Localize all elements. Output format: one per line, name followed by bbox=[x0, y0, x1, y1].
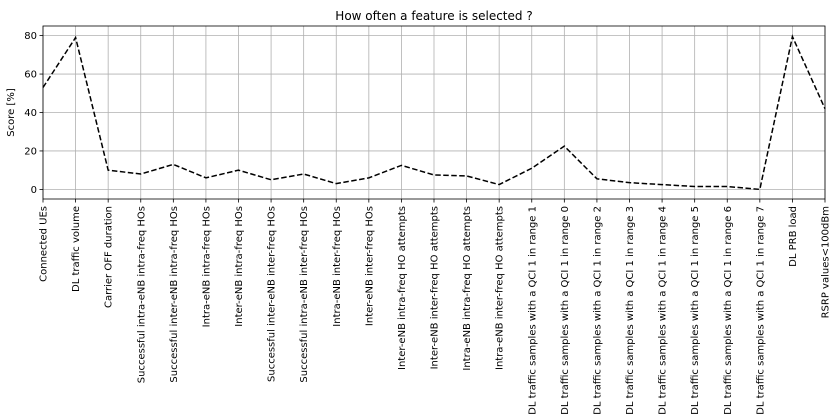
x-tick-label: Inter-eNB inter-freq HO attempts bbox=[430, 206, 441, 369]
data-point bbox=[75, 37, 77, 39]
data-point bbox=[498, 184, 500, 186]
tick-labels: Connected UEs DL traffic volume Carrier OF… bbox=[24, 31, 831, 415]
data-point bbox=[791, 36, 793, 38]
x-tick-label: Intra-eNB inter-freq HO attempts bbox=[495, 206, 506, 370]
y-tick-label: 0 bbox=[31, 185, 37, 196]
grid-lines bbox=[42, 26, 826, 199]
data-point bbox=[726, 186, 728, 188]
data-point bbox=[140, 173, 142, 175]
series-line bbox=[42, 34, 826, 191]
x-tick-label: Inter-eNB intra-freq HOs bbox=[234, 206, 245, 327]
data-point bbox=[694, 186, 696, 188]
x-tick-label: DL traffic samples with a QCI 1 in range… bbox=[690, 206, 701, 415]
data-point bbox=[661, 184, 663, 186]
x-tick-label: DL PRB load bbox=[788, 206, 799, 267]
x-tick-label: Intra-eNB intra-freq HO attempts bbox=[462, 206, 473, 371]
data-point bbox=[466, 175, 468, 177]
x-tick-label: DL traffic samples with a QCI 1 in range… bbox=[723, 206, 734, 415]
data-point bbox=[433, 174, 435, 176]
data-point bbox=[531, 167, 533, 169]
data-point bbox=[629, 182, 631, 184]
x-tick-label: Successful inter-eNB intra-freq HOs bbox=[169, 206, 180, 383]
axes bbox=[39, 25, 826, 203]
data-point bbox=[759, 188, 761, 190]
x-tick-label: Inter-eNB intra-freq HO attempts bbox=[397, 206, 408, 370]
x-tick-label: Successful intra-eNB inter-freq HOs bbox=[299, 206, 310, 383]
data-point bbox=[270, 179, 272, 181]
x-tick-label: DL traffic samples with a QCI 1 in range… bbox=[658, 206, 669, 415]
x-tick-label: Intra-eNB inter-freq HOs bbox=[332, 206, 343, 327]
x-tick-label: DL traffic samples with a QCI 1 in range… bbox=[592, 206, 603, 415]
data-point bbox=[368, 177, 370, 179]
plot-frame bbox=[42, 25, 826, 200]
x-tick-label: DL traffic samples with a QCI 1 in range… bbox=[755, 206, 766, 415]
series-layer bbox=[42, 34, 826, 191]
data-point bbox=[42, 87, 44, 89]
data-point bbox=[824, 108, 826, 110]
x-tick-label: Intra-eNB intra-freq HOs bbox=[201, 206, 212, 327]
y-tick-label: 20 bbox=[24, 146, 37, 157]
y-tick-label: 60 bbox=[24, 70, 37, 81]
data-point bbox=[303, 173, 305, 175]
y-tick-label: 40 bbox=[24, 108, 37, 119]
y-axis-label: Score [%] bbox=[6, 88, 17, 137]
x-tick-label: DL traffic samples with a QCI 1 in range… bbox=[527, 206, 538, 415]
data-point bbox=[563, 145, 565, 147]
x-tick-label: Successful inter-eNB inter-freq HOs bbox=[267, 206, 278, 382]
x-tick-label: Carrier OFF duration bbox=[104, 206, 115, 308]
data-point bbox=[596, 178, 598, 180]
data-point bbox=[400, 164, 402, 166]
x-tick-label: DL traffic samples with a QCI 1 in range… bbox=[625, 206, 636, 415]
x-tick-label: Connected UEs bbox=[39, 206, 50, 282]
data-point bbox=[107, 169, 109, 171]
data-point bbox=[172, 163, 174, 165]
x-tick-label: Inter-eNB inter-freq HOs bbox=[364, 206, 375, 326]
x-tick-label: DL traffic volume bbox=[71, 206, 82, 292]
x-tick-label: DL traffic samples with a QCI 1 in range… bbox=[560, 206, 571, 415]
x-tick-label: RSRP values<100dBm bbox=[821, 206, 832, 318]
chart-title: How often a feature is selected ? bbox=[335, 9, 532, 23]
x-tick-label: Successful intra-eNB intra-freq HOs bbox=[136, 206, 147, 383]
data-point bbox=[205, 177, 207, 179]
y-tick-label: 80 bbox=[24, 31, 37, 42]
data-point bbox=[335, 183, 337, 185]
data-point bbox=[238, 169, 240, 171]
